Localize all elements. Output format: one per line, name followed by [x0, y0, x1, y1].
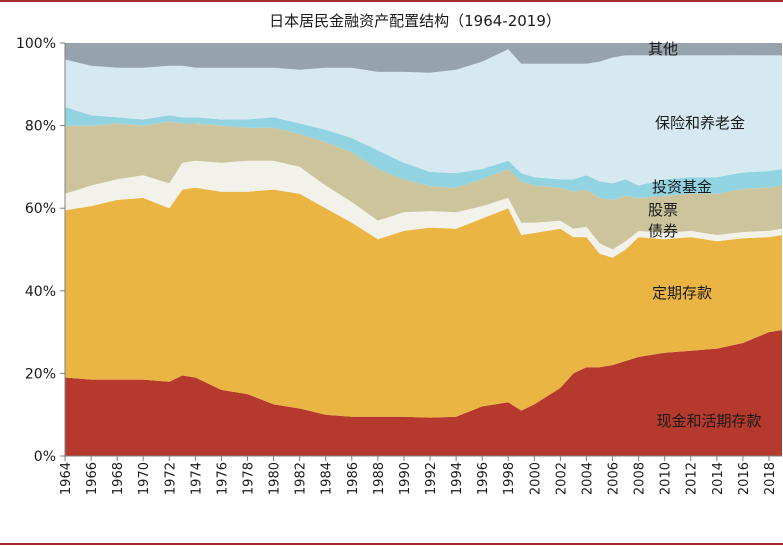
x-tick-label: 1984 [320, 462, 335, 495]
area-funds [65, 107, 782, 200]
x-tick-label: 2008 [633, 462, 648, 495]
x-tick-label: 1976 [215, 462, 230, 495]
x-tick-label: 1966 [85, 462, 100, 495]
x-tick-label: 2018 [763, 462, 778, 495]
x-tick-label: 2010 [659, 462, 674, 495]
area-other [65, 43, 782, 73]
y-tick-label: 100% [16, 36, 56, 52]
series-label: 定期存款 [652, 284, 712, 302]
y-tick-label: 20% [25, 366, 56, 382]
y-tick-label: 60% [25, 201, 56, 217]
axes: 0% 20% 40% 60% 80% 100% 1964 1966 1968 1970 1972 19… [16, 36, 782, 495]
area-cash [65, 330, 782, 456]
x-tick-label: 2004 [581, 462, 596, 495]
series-label: 债券 [648, 222, 678, 240]
x-tick-label: 1968 [111, 462, 126, 495]
area-time_deposit [65, 187, 782, 418]
x-tick-label: 1964 [59, 462, 74, 495]
x-tick-label: 1998 [502, 462, 517, 495]
y-tick-label: 0% [34, 449, 56, 465]
x-tick-label: 1990 [398, 462, 413, 495]
x-tick-label: 2002 [554, 462, 569, 495]
x-tick-label: 1974 [189, 462, 204, 495]
area-bonds [65, 160, 782, 258]
x-tick-label: 2016 [737, 462, 752, 495]
x-tick-label: 2000 [528, 462, 543, 495]
series-label: 股票 [648, 201, 678, 219]
x-tick-label: 1988 [372, 462, 387, 495]
x-tick-label: 2006 [607, 462, 622, 495]
y-tick-label: 80% [25, 119, 56, 135]
x-tick-label: 2014 [711, 462, 726, 495]
chart-title: 日本居民金融资产配置结构（1964-2019） [269, 12, 561, 30]
area-layers [65, 43, 782, 456]
x-tick-label: 1986 [346, 462, 361, 495]
series-label: 保险和养老金 [655, 114, 745, 132]
x-tick-label: 1972 [163, 462, 178, 495]
x-tick-label: 1978 [242, 462, 257, 495]
x-tick-label: 1980 [268, 462, 283, 495]
bottom-border-line [0, 543, 783, 545]
x-tick-label: 1982 [294, 462, 309, 495]
x-tick-label: 1970 [137, 462, 152, 495]
x-tick-label: 1996 [476, 462, 491, 495]
x-tick-label: 1992 [424, 462, 439, 495]
x-tick-label: 1994 [450, 462, 465, 495]
series-label: 其他 [648, 40, 678, 58]
area-insurance [65, 49, 782, 186]
x-tick-label: 2012 [685, 462, 700, 495]
top-border-line [0, 0, 783, 2]
area-stocks [65, 121, 782, 250]
series-label: 投资基金 [652, 178, 712, 196]
y-tick-label: 40% [25, 284, 56, 300]
series-label: 现金和活期存款 [656, 412, 761, 430]
